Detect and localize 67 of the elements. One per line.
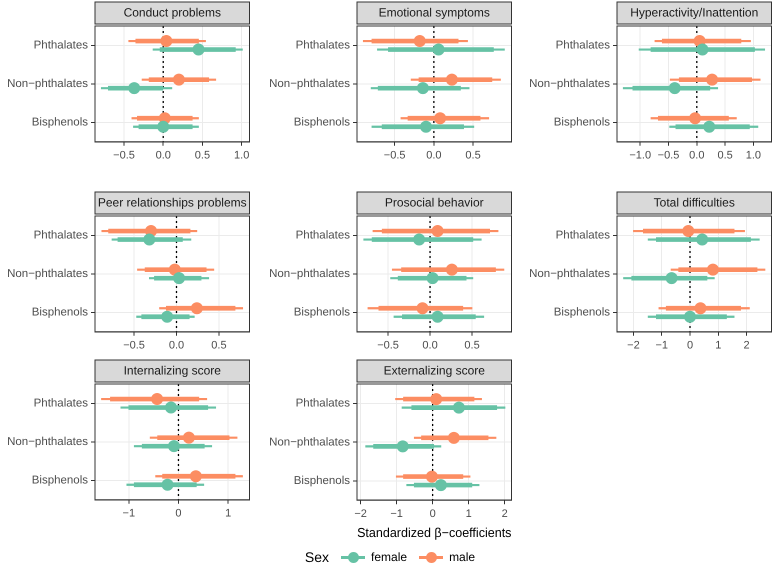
chart-title: Externalizing score	[384, 363, 486, 378]
y-tick-label: Phthalates	[34, 229, 88, 242]
x-tick-label: 1.0	[746, 149, 762, 162]
x-tick-label: 0.5	[717, 149, 733, 162]
y-tick-label: Bisphenols	[554, 306, 610, 319]
x-tick-label: −1	[655, 339, 668, 352]
legend-title: Sex	[304, 549, 330, 565]
x-tick-label: 0.0	[426, 149, 442, 162]
x-tick-label: −0.5	[377, 339, 399, 352]
x-tick-label: 0.0	[422, 339, 438, 352]
x-tick-label: −0.5	[123, 339, 145, 352]
x-tick-label: 0.5	[464, 339, 480, 352]
x-tick-label: 0	[686, 339, 694, 352]
y-tick-label: Phthalates	[34, 397, 88, 410]
x-tick-label: 0	[175, 507, 182, 520]
x-tick-label: −1.0	[629, 149, 652, 162]
y-tick-label: Non−phthalates	[269, 268, 350, 280]
legend-label: female	[371, 550, 408, 564]
y-tick-label: Phthalates	[296, 229, 350, 242]
y-tick-label: Phthalates	[296, 39, 350, 52]
x-tick-label: 2	[744, 339, 750, 352]
x-tick-label: 2	[502, 508, 508, 520]
chart-title: Emotional symptoms	[378, 5, 490, 20]
y-tick-label: Non−phthalates	[269, 78, 350, 90]
y-tick-label: Bisphenols	[554, 116, 610, 129]
y-tick-label: Bisphenols	[32, 306, 88, 319]
y-tick-label: Non−phthalates	[7, 436, 88, 448]
chart-title: Total difficulties	[654, 195, 735, 210]
y-tick-label: Non−phthalates	[7, 78, 88, 90]
y-tick-label: Bisphenols	[294, 306, 350, 319]
x-tick-label: 0.5	[211, 339, 227, 352]
x-tick-label: −1	[122, 507, 136, 520]
x-tick-label: 1	[225, 507, 232, 520]
y-tick-label: Phthalates	[556, 229, 610, 242]
y-tick-label: Phthalates	[34, 39, 88, 52]
y-tick-label: Non−phthalates	[7, 268, 88, 280]
y-tick-label: Phthalates	[556, 39, 610, 52]
x-tick-label: 0.0	[168, 339, 184, 352]
y-tick-label: Bisphenols	[294, 475, 350, 488]
x-tick-label: −0.5	[113, 149, 135, 162]
x-tick-label: −2	[627, 339, 640, 352]
y-tick-label: Phthalates	[296, 398, 350, 410]
x-tick-label: 0.0	[156, 149, 171, 162]
y-tick-label: Bisphenols	[294, 116, 350, 129]
x-tick-label: 0.5	[194, 149, 210, 162]
y-tick-label: Bisphenols	[32, 474, 88, 487]
x-tick-label: −2	[354, 508, 367, 520]
y-tick-label: Bisphenols	[32, 116, 88, 129]
y-tick-label: Non−phthalates	[269, 436, 350, 448]
chart-title: Prosocial behavior	[384, 195, 484, 210]
chart-title: Hyperactivity/Inattention	[630, 5, 758, 20]
x-tick-label: −1	[390, 508, 403, 520]
x-tick-label: 1	[715, 339, 722, 352]
x-axis-title: Standardized β−coefficients	[357, 524, 512, 540]
x-tick-label: 1.0	[234, 149, 250, 162]
x-tick-label: 1	[466, 508, 472, 520]
legend-label: male	[449, 550, 476, 564]
x-tick-label: 0.0	[689, 149, 704, 162]
chart-title: Internalizing score	[124, 363, 222, 378]
y-tick-label: Non−phthalates	[529, 268, 610, 280]
y-tick-label: Non−phthalates	[529, 78, 610, 90]
chart-title: Conduct problems	[124, 5, 221, 20]
x-tick-label: 0.5	[465, 149, 481, 162]
chart-title: Peer relationships problems	[98, 195, 247, 210]
x-tick-label: −0.5	[658, 149, 680, 162]
x-tick-label: −0.5	[384, 149, 406, 162]
x-tick-label: 0	[430, 508, 436, 520]
